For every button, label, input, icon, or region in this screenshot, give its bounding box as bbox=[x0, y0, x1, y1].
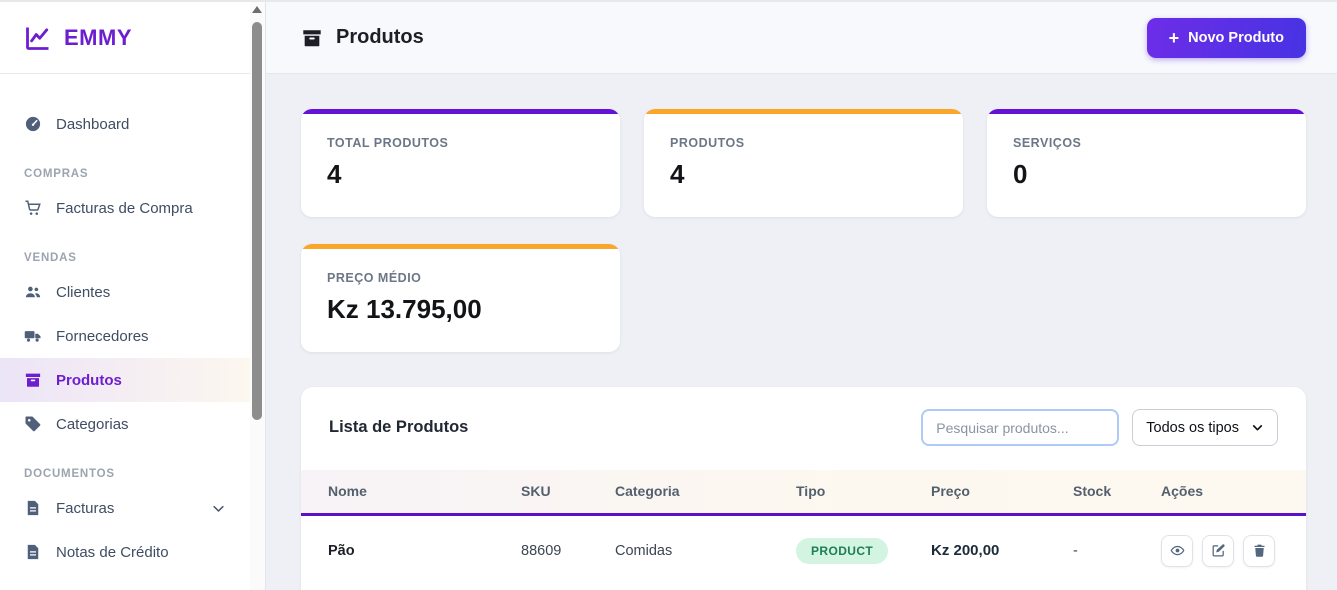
trash-icon bbox=[1252, 543, 1267, 558]
type-filter-select[interactable]: Todos os tipos bbox=[1132, 409, 1278, 446]
page-title: Produtos bbox=[336, 26, 424, 48]
new-product-button[interactable]: + Novo Produto bbox=[1146, 17, 1306, 58]
cell-preco: Kz 200,00 bbox=[931, 542, 1000, 560]
stat-card-servicos: SERVIÇOS 0 bbox=[987, 109, 1306, 217]
sidebar-section-compras: COMPRAS bbox=[24, 168, 89, 180]
speedometer-icon bbox=[24, 115, 42, 133]
stat-label: PRODUTOS bbox=[670, 136, 745, 150]
stat-label: PREÇO MÉDIO bbox=[327, 271, 422, 285]
search-input[interactable] bbox=[921, 409, 1120, 446]
col-header-stock: Stock bbox=[1073, 470, 1161, 516]
cell-acoes bbox=[1161, 514, 1306, 586]
sidebar-item-label: Produtos bbox=[56, 371, 122, 389]
sidebar-item-categorias[interactable]: Categorias bbox=[0, 402, 250, 446]
sidebar-item-label: Facturas de Compra bbox=[56, 199, 193, 217]
sidebar-scrollbar[interactable] bbox=[250, 2, 265, 590]
sidebar-item-label: Fornecedores bbox=[56, 327, 149, 345]
topbar: Produtos + Novo Produto bbox=[266, 2, 1337, 74]
sidebar-item-label: Dashboard bbox=[56, 115, 130, 133]
sidebar-item-notas-credito[interactable]: Notas de Crédito bbox=[0, 530, 250, 574]
list-title: Lista de Produtos bbox=[329, 418, 469, 436]
card-accent-bar bbox=[301, 244, 620, 249]
edit-button[interactable] bbox=[1202, 534, 1234, 567]
tag-icon bbox=[24, 415, 42, 433]
chart-line-icon bbox=[24, 24, 52, 52]
cell-nome: Pão bbox=[328, 542, 355, 559]
chevron-down-icon bbox=[1251, 421, 1264, 434]
sidebar-item-label: Facturas bbox=[56, 499, 115, 517]
sidebar: EMMY Dashboard COMPRAS Facturas de Compr… bbox=[0, 2, 250, 590]
sidebar-item-clientes[interactable]: Clientes bbox=[0, 270, 250, 314]
plus-icon: + bbox=[1168, 27, 1180, 48]
sidebar-section-vendas: VENDAS bbox=[24, 252, 77, 264]
col-header-sku: SKU bbox=[521, 470, 615, 516]
product-list-card: Lista de Produtos Todos os tipos bbox=[301, 387, 1306, 590]
view-button[interactable] bbox=[1161, 534, 1193, 567]
products-table: Nome SKU Categoria Tipo Preço Stock Açõe… bbox=[301, 470, 1306, 586]
scrollbar-thumb[interactable] bbox=[252, 22, 262, 420]
main-area: Produtos + Novo Produto TOTAL PRODUTOS 4… bbox=[265, 2, 1337, 590]
sidebar-item-label: Categorias bbox=[56, 415, 129, 433]
col-header-categoria: Categoria bbox=[615, 470, 796, 516]
product-type-badge: PRODUCT bbox=[796, 537, 889, 564]
stats-grid: TOTAL PRODUTOS 4 PRODUTOS 4 SERVIÇOS 0 bbox=[301, 109, 1306, 352]
col-header-tipo: Tipo bbox=[796, 470, 931, 516]
card-accent-bar bbox=[987, 109, 1306, 114]
truck-icon bbox=[24, 327, 42, 345]
card-accent-bar bbox=[644, 109, 963, 114]
brand: EMMY bbox=[0, 2, 250, 74]
stat-label: TOTAL PRODUTOS bbox=[327, 136, 449, 150]
file-text-icon bbox=[24, 543, 42, 561]
type-filter-value: Todos os tipos bbox=[1146, 419, 1239, 436]
box-icon bbox=[24, 371, 42, 389]
sidebar-item-fornecedores[interactable]: Fornecedores bbox=[0, 314, 250, 358]
cell-categoria: Comidas bbox=[615, 542, 673, 559]
table-header-row: Nome SKU Categoria Tipo Preço Stock Açõe… bbox=[301, 470, 1306, 516]
sidebar-item-label: Notas de Crédito bbox=[56, 543, 169, 561]
scrollbar-up-arrow-icon[interactable] bbox=[252, 6, 262, 13]
sidebar-item-facturas-compra[interactable]: Facturas de Compra bbox=[0, 186, 250, 230]
stat-value: 4 bbox=[670, 159, 685, 189]
table-row: Pão 88609 Comidas PRODUCT Kz 200,00 - bbox=[301, 514, 1306, 586]
stat-value: 4 bbox=[327, 159, 342, 189]
sidebar-item-facturas[interactable]: Facturas bbox=[0, 486, 250, 530]
sidebar-item-label: Clientes bbox=[56, 283, 111, 301]
sidebar-section-documentos: DOCUMENTOS bbox=[24, 468, 115, 480]
delete-button[interactable] bbox=[1243, 534, 1275, 567]
stat-label: SERVIÇOS bbox=[1013, 136, 1082, 150]
stat-value: Kz 13.795,00 bbox=[327, 294, 482, 324]
chevron-down-icon bbox=[211, 501, 226, 516]
pencil-square-icon bbox=[1211, 543, 1226, 558]
cell-sku: 88609 bbox=[521, 542, 562, 559]
sidebar-nav: Dashboard COMPRAS Facturas de Compra VEN… bbox=[0, 74, 250, 574]
cart-icon bbox=[24, 199, 42, 217]
cell-stock: - bbox=[1073, 542, 1078, 559]
stat-value: 0 bbox=[1013, 159, 1028, 189]
col-header-nome: Nome bbox=[301, 470, 521, 516]
col-header-acoes: Ações bbox=[1161, 470, 1306, 516]
sidebar-item-produtos[interactable]: Produtos bbox=[0, 358, 250, 402]
new-product-label: Novo Produto bbox=[1188, 29, 1284, 46]
eye-icon bbox=[1170, 543, 1185, 558]
users-icon bbox=[24, 283, 42, 301]
file-text-icon bbox=[24, 499, 42, 517]
stat-card-produtos: PRODUTOS 4 bbox=[644, 109, 963, 217]
card-accent-bar bbox=[301, 109, 620, 114]
content: TOTAL PRODUTOS 4 PRODUTOS 4 SERVIÇOS 0 bbox=[266, 74, 1337, 590]
brand-name: EMMY bbox=[64, 24, 132, 50]
cell-tipo: PRODUCT bbox=[796, 514, 931, 586]
stat-card-preco-medio: PREÇO MÉDIO Kz 13.795,00 bbox=[301, 244, 620, 352]
col-header-preco: Preço bbox=[931, 470, 1073, 516]
sidebar-item-dashboard[interactable]: Dashboard bbox=[0, 102, 250, 146]
stat-card-total-produtos: TOTAL PRODUTOS 4 bbox=[301, 109, 620, 217]
box-icon bbox=[301, 27, 323, 49]
